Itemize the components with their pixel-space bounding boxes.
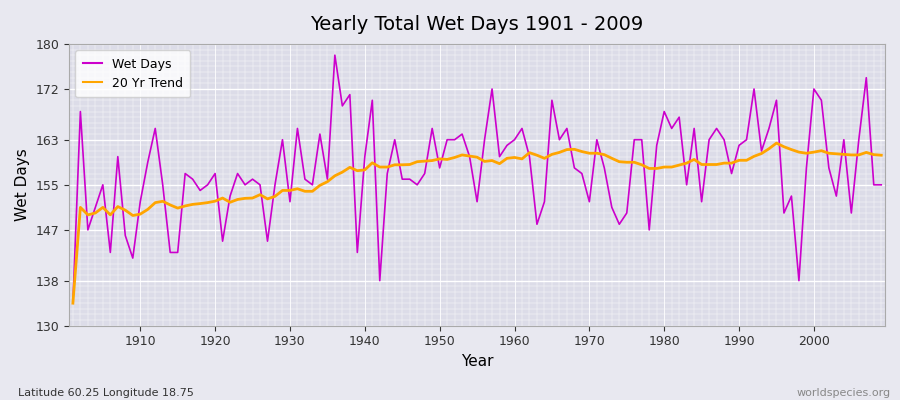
Text: Latitude 60.25 Longitude 18.75: Latitude 60.25 Longitude 18.75 <box>18 388 194 398</box>
Y-axis label: Wet Days: Wet Days <box>15 148 30 221</box>
Text: worldspecies.org: worldspecies.org <box>796 388 891 398</box>
X-axis label: Year: Year <box>461 354 493 369</box>
Legend: Wet Days, 20 Yr Trend: Wet Days, 20 Yr Trend <box>76 50 190 97</box>
Title: Yearly Total Wet Days 1901 - 2009: Yearly Total Wet Days 1901 - 2009 <box>310 15 644 34</box>
